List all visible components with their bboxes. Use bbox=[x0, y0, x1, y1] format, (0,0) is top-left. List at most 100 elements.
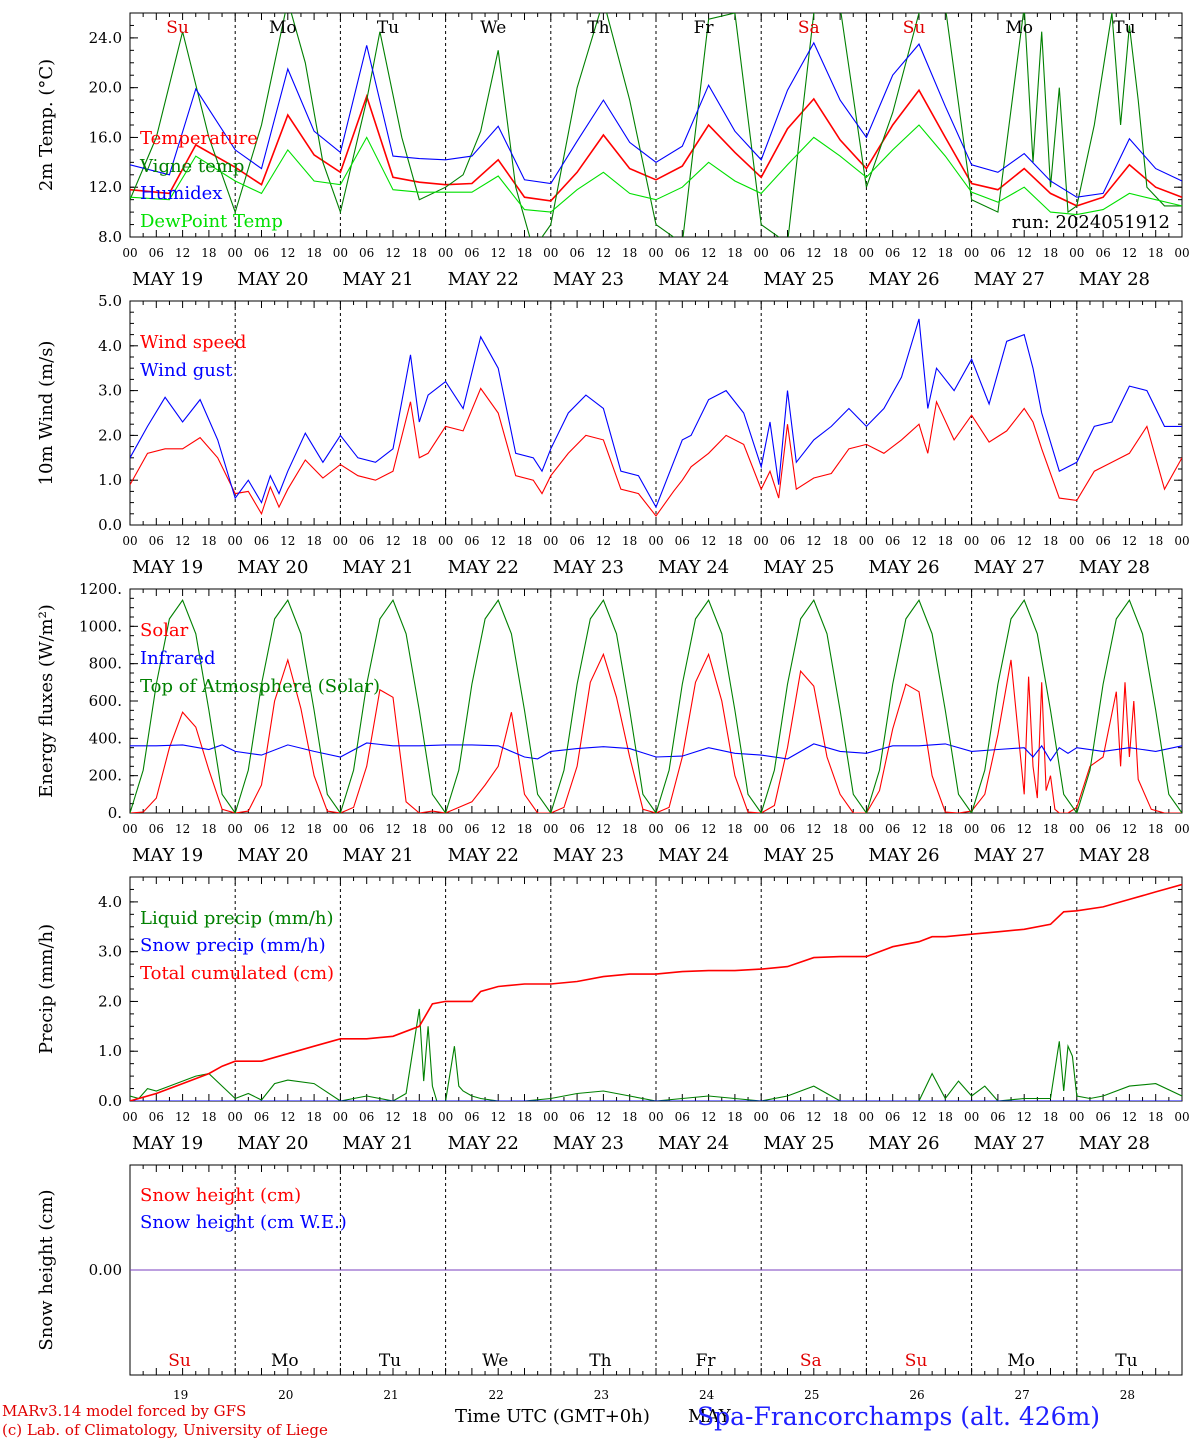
hour-tick-label: 06 bbox=[990, 1110, 1005, 1124]
hour-tick-label: 00 bbox=[964, 1110, 979, 1124]
credits: MARv3.14 model forced by GFS (c) Lab. of… bbox=[2, 1402, 328, 1440]
date-label: MAY 24 bbox=[658, 1133, 729, 1154]
hour-tick-label: 06 bbox=[990, 534, 1005, 548]
hour-tick-label: 06 bbox=[359, 1110, 374, 1124]
hour-tick-label: 18 bbox=[1148, 822, 1163, 836]
date-label: MAY 23 bbox=[553, 845, 624, 866]
day-number: 25 bbox=[804, 1388, 819, 1402]
hour-tick-label: 18 bbox=[412, 534, 427, 548]
hour-tick-label: 12 bbox=[911, 534, 926, 548]
date-label: MAY 23 bbox=[553, 1133, 624, 1154]
legend-entry: Solar bbox=[140, 620, 189, 641]
weekday-label: Mo bbox=[271, 1351, 299, 1371]
x-axis-labels: 00 06 12 18 MAY 19 00 06 12 18 MAY 20 00 06 12 18 MAY … bbox=[122, 1110, 1189, 1154]
date-label: MAY 22 bbox=[448, 269, 519, 290]
hour-tick-label: 06 bbox=[780, 1110, 795, 1124]
date-label: MAY 24 bbox=[658, 845, 729, 866]
legend-entry: DewPoint Temp bbox=[140, 211, 283, 232]
y-axis: 0.0 1.0 2.0 3.0 4.0 bbox=[98, 876, 1182, 1110]
hour-tick-label: 12 bbox=[1122, 1110, 1137, 1124]
series-line-liquid-precip-mm-h- bbox=[130, 1008, 1182, 1101]
hour-tick-label: 06 bbox=[464, 822, 479, 836]
date-label: MAY 20 bbox=[237, 557, 308, 578]
hour-tick-label: 12 bbox=[1122, 246, 1137, 260]
hour-tick-label: 12 bbox=[385, 534, 400, 548]
date-label: MAY 27 bbox=[974, 845, 1045, 866]
weekday-label: Tu bbox=[1113, 18, 1135, 38]
date-label: MAY 19 bbox=[132, 1133, 203, 1154]
weekday-label: We bbox=[480, 18, 506, 38]
legend-entry: Total cumulated (cm) bbox=[140, 963, 334, 984]
weekday-label: Mo bbox=[269, 18, 297, 38]
hour-tick-label: 12 bbox=[1017, 1110, 1032, 1124]
y-tick-label: 0.0 bbox=[98, 516, 122, 534]
hour-tick-label: 12 bbox=[806, 1110, 821, 1124]
date-label: MAY 25 bbox=[763, 845, 834, 866]
series-line-temperature bbox=[130, 88, 1182, 207]
hour-tick-label: 12 bbox=[911, 246, 926, 260]
hour-tick-label: 00 bbox=[754, 1110, 769, 1124]
hour-tick-label: 06 bbox=[780, 822, 795, 836]
hour-tick-label: 06 bbox=[990, 822, 1005, 836]
y-tick-label: 1.0 bbox=[98, 1042, 122, 1060]
legend: Snow height (cm) Snow height (cm W.E.) bbox=[140, 1185, 347, 1233]
hour-tick-label: 18 bbox=[201, 246, 216, 260]
hour-tick-label: 12 bbox=[701, 534, 716, 548]
hour-tick-label: 18 bbox=[727, 822, 742, 836]
hour-tick-label: 18 bbox=[412, 822, 427, 836]
weekday-label: Sa bbox=[800, 1351, 822, 1371]
day-number: 21 bbox=[383, 1388, 398, 1402]
hour-tick-label: 06 bbox=[1095, 534, 1110, 548]
hour-tick-label: 06 bbox=[464, 1110, 479, 1124]
y-tick-label: 2.0 bbox=[98, 426, 122, 444]
hour-tick-label: 00 bbox=[333, 246, 348, 260]
date-label: MAY 26 bbox=[868, 557, 939, 578]
hour-tick-label: 00 bbox=[859, 1110, 874, 1124]
day-number: 24 bbox=[699, 1388, 715, 1402]
hour-tick-label: 06 bbox=[885, 822, 900, 836]
hour-tick-label: 12 bbox=[1017, 534, 1032, 548]
y-axis-label: 10m Wind (m/s) bbox=[36, 341, 57, 486]
hour-tick-label: 12 bbox=[491, 246, 506, 260]
series-line-top-of-atmosphere-solar- bbox=[130, 599, 1182, 813]
hour-tick-label: 06 bbox=[359, 534, 374, 548]
hour-tick-label: 06 bbox=[1095, 246, 1110, 260]
legend-entry: Top of Atmosphere (Solar) bbox=[140, 676, 380, 697]
day-number: 22 bbox=[489, 1388, 504, 1402]
panel-2: 0.0 1.0 2.0 3.0 4.0 5.0 10m Wind (m/s) Wind spe… bbox=[36, 292, 1190, 578]
hour-tick-label: 00 bbox=[1069, 534, 1084, 548]
hour-tick-label: 12 bbox=[175, 1110, 190, 1124]
y-tick-label: 12.0 bbox=[89, 178, 122, 196]
hour-tick-label: 12 bbox=[491, 822, 506, 836]
hour-tick-label: 18 bbox=[517, 534, 532, 548]
date-label: MAY 20 bbox=[237, 1133, 308, 1154]
date-label: MAY 24 bbox=[658, 557, 729, 578]
x-ticks bbox=[129, 589, 1183, 813]
series-line-dewpoint-temp bbox=[130, 124, 1182, 216]
date-label: MAY 28 bbox=[1079, 845, 1150, 866]
x-axis-labels: 00 06 12 18 MAY 19 00 06 12 18 MAY 20 00 06 12 18 MAY … bbox=[122, 822, 1189, 866]
date-label: MAY 25 bbox=[763, 1133, 834, 1154]
date-label: MAY 20 bbox=[237, 269, 308, 290]
hour-tick-label: 12 bbox=[806, 534, 821, 548]
date-label: MAY 28 bbox=[1079, 557, 1150, 578]
x-axis-labels: 00 06 12 18 MAY 19 00 06 12 18 MAY 20 00 06 12 18 MAY … bbox=[122, 246, 1189, 290]
hour-tick-label: 12 bbox=[1017, 246, 1032, 260]
date-label: MAY 22 bbox=[448, 845, 519, 866]
hour-tick-label: 00 bbox=[964, 822, 979, 836]
weekday-label: Tu bbox=[1115, 1351, 1137, 1371]
date-label: MAY 26 bbox=[868, 269, 939, 290]
hour-tick-label: 06 bbox=[254, 822, 269, 836]
hour-tick-label: 06 bbox=[569, 246, 584, 260]
weekday-label: Th bbox=[587, 18, 609, 38]
hour-tick-label: 12 bbox=[280, 1110, 295, 1124]
hour-tick-label: 06 bbox=[1095, 1110, 1110, 1124]
weekday-label: Sa bbox=[798, 18, 820, 38]
hour-tick-label: 18 bbox=[832, 534, 847, 548]
hour-tick-label: 12 bbox=[491, 534, 506, 548]
hour-tick-label: 00 bbox=[438, 534, 453, 548]
y-axis-label: Energy fluxes (W/m²) bbox=[36, 604, 57, 798]
y-tick-label: 0. bbox=[108, 804, 122, 822]
date-label: MAY 23 bbox=[553, 269, 624, 290]
weekday-label: We bbox=[482, 1351, 508, 1371]
